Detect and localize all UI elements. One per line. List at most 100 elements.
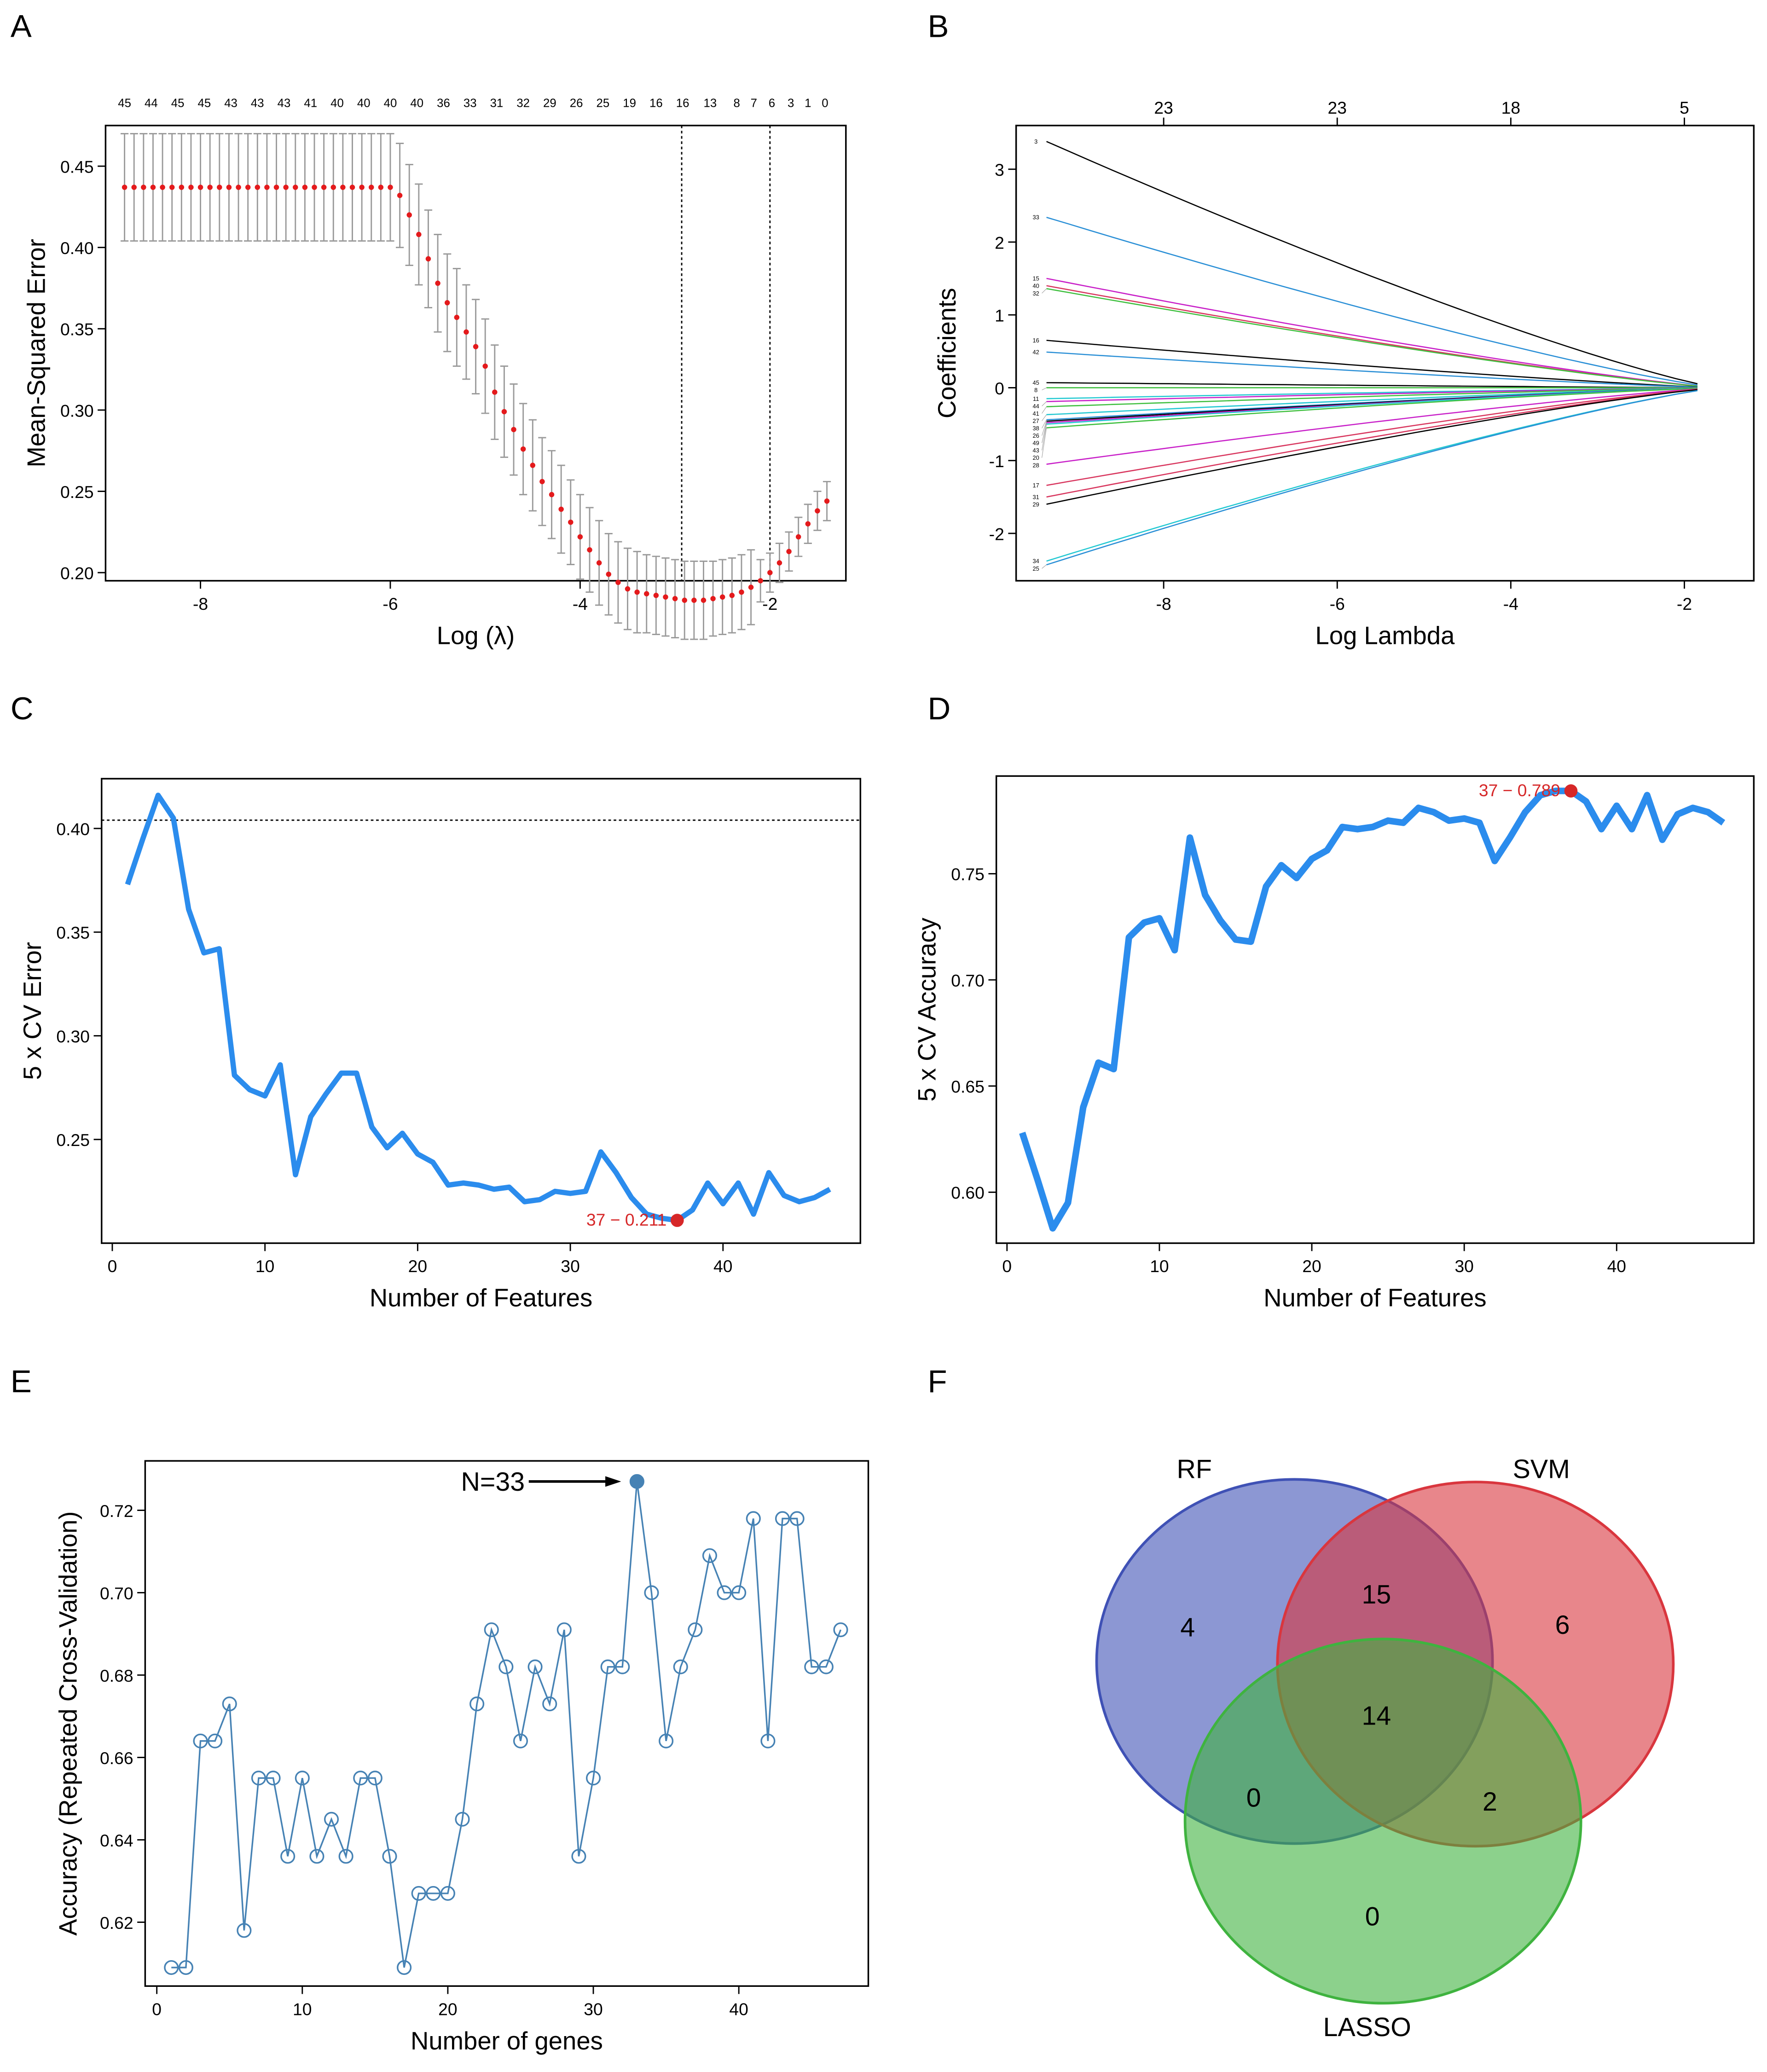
mse-point	[758, 578, 763, 584]
mse-point	[549, 492, 555, 498]
venn-count-rf-lasso: 0	[1246, 1783, 1261, 1812]
mse-point	[663, 594, 668, 600]
coefficient-label: 11	[1033, 395, 1039, 402]
cv-point	[1479, 822, 1480, 823]
y-tick-label: 0.35	[60, 320, 94, 339]
y-tick-label: 0.20	[60, 564, 94, 583]
mse-point	[293, 185, 298, 190]
top-axis-label: 6	[769, 97, 775, 110]
coefficient-path	[1046, 389, 1698, 505]
mse-point	[273, 185, 279, 190]
accuracy-point	[804, 1659, 819, 1674]
top-axis-label: 45	[197, 97, 211, 110]
mse-point	[283, 185, 289, 190]
accuracy-point	[659, 1733, 674, 1748]
y-tick-label: 0.45	[60, 157, 94, 176]
mse-point	[587, 547, 592, 553]
x-tick-label: -4	[1503, 594, 1518, 613]
mse-point	[340, 185, 346, 190]
accuracy-point	[818, 1659, 834, 1674]
top-axis-label: 36	[437, 97, 450, 110]
cv-point	[1220, 920, 1221, 921]
mse-point	[226, 185, 232, 190]
panel-label-e: E	[11, 1364, 32, 1399]
y-tick-label: 0.70	[100, 1584, 133, 1603]
mse-point	[682, 597, 687, 603]
top-axis-label: 16	[649, 97, 663, 110]
mse-point	[539, 479, 545, 485]
coefficient-path	[1046, 388, 1697, 428]
x-tick-label: 10	[1150, 1256, 1169, 1276]
coefficient-path	[1046, 217, 1698, 386]
accuracy-point	[411, 1886, 426, 1901]
mse-point	[349, 185, 355, 190]
top-axis-label: 3	[788, 97, 794, 110]
coefficient-path	[1046, 388, 1697, 465]
accuracy-point	[717, 1585, 732, 1600]
mse-point	[236, 185, 241, 190]
mse-point	[795, 534, 801, 540]
mse-point	[473, 344, 479, 349]
venn-count-rf-svm: 15	[1361, 1580, 1391, 1609]
venn-count-rf-svm-lasso: 14	[1361, 1702, 1391, 1731]
top-axis-label: 25	[597, 97, 610, 110]
top-axis-label: 16	[676, 97, 689, 110]
cv-point	[570, 1193, 571, 1194]
y-tick-label: 0.64	[100, 1831, 133, 1850]
y-axis-label: Coefficients	[933, 288, 961, 418]
coefficient-path	[1046, 278, 1698, 387]
coefficient-label-leader	[1042, 419, 1047, 428]
x-tick-label: 0	[108, 1256, 117, 1276]
accuracy-point	[193, 1733, 208, 1748]
mse-point	[653, 592, 659, 598]
x-axis-label: Number of Features	[370, 1284, 592, 1312]
mse-point	[388, 185, 393, 190]
coefficient-label: 42	[1033, 349, 1039, 356]
accuracy-point	[775, 1511, 790, 1526]
accuracy-point	[324, 1812, 339, 1827]
y-tick-label: -1	[989, 451, 1004, 471]
coefficient-label-leader	[1042, 423, 1047, 443]
top-axis-label: 40	[384, 97, 397, 110]
y-tick-label: 0.66	[100, 1748, 133, 1768]
cv-point	[555, 1191, 556, 1192]
venn-set-lasso	[1183, 1638, 1582, 2005]
mse-point	[511, 427, 516, 433]
top-axis-label: 45	[118, 97, 131, 110]
mse-point	[729, 592, 735, 598]
panel-d-cv-accuracy: 0 10 20 30 40 0.60 0.65 0.70 0.75 Number of Featu…	[913, 775, 1755, 1312]
venn-set-label: LASSO	[1323, 2013, 1411, 2042]
panel-label-a: A	[11, 9, 32, 44]
top-axis-label: 44	[145, 97, 158, 110]
mse-point	[786, 549, 792, 555]
optimum-label: 37 − 0.211	[586, 1210, 666, 1229]
mse-point	[321, 185, 327, 190]
coefficient-label-leader	[1042, 421, 1047, 436]
coefficient-path	[1046, 340, 1697, 388]
mse-point	[397, 192, 403, 198]
y-tick-label: 0.72	[100, 1501, 133, 1521]
mse-point	[312, 185, 317, 190]
y-tick-label: 1	[995, 306, 1004, 325]
x-tick-label: 30	[584, 1999, 603, 2019]
mse-point	[558, 506, 564, 512]
coefficient-path	[1046, 390, 1698, 566]
mse-point	[776, 560, 782, 566]
accuracy-point	[484, 1622, 499, 1638]
top-axis-label: 40	[410, 97, 423, 110]
coefficient-path	[1046, 389, 1698, 498]
y-tick-label: 0.68	[100, 1666, 133, 1685]
mse-point	[425, 256, 431, 262]
mse-point	[406, 212, 412, 218]
accuracy-point	[397, 1960, 412, 1975]
mse-point	[767, 570, 773, 575]
accuracy-point	[498, 1659, 514, 1674]
accuracy-point	[222, 1696, 237, 1712]
mse-point	[710, 596, 716, 602]
mse-point	[179, 185, 185, 190]
x-tick-label: -4	[573, 594, 588, 613]
top-axis-label: 0	[822, 97, 828, 110]
cv-point	[127, 884, 128, 885]
cv-point	[1677, 814, 1678, 815]
